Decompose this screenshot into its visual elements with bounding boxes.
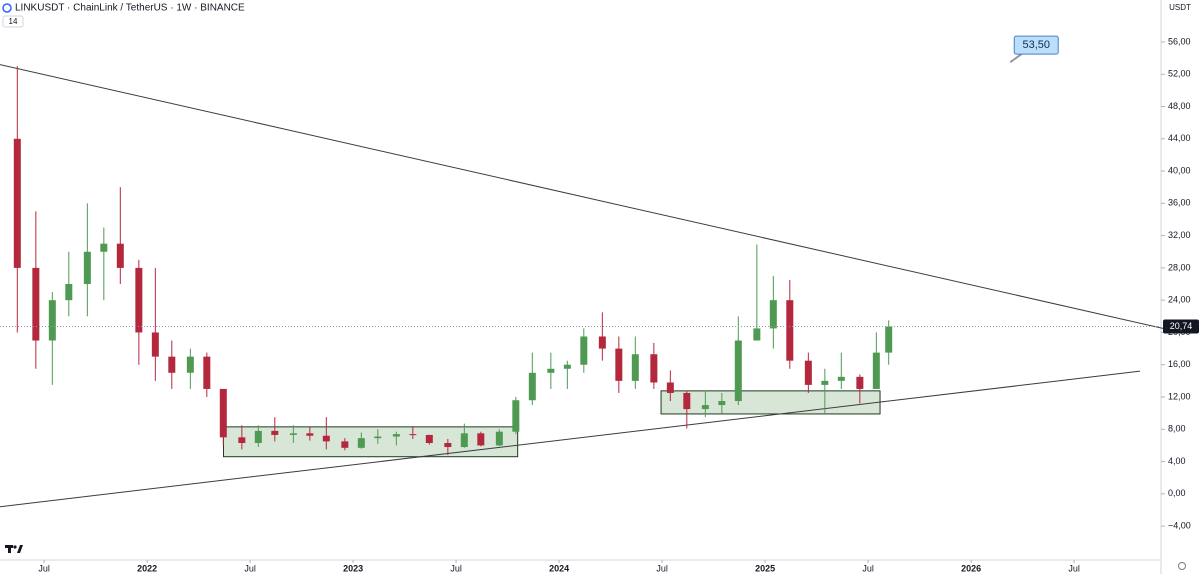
chart-title: LINKUSDT · ChainLink / TetherUS · 1W · B… [15, 3, 245, 14]
range-box [223, 426, 519, 458]
y-tick-label: 52,00 [1168, 69, 1191, 79]
y-tick-label: 48,00 [1168, 101, 1191, 111]
y-tick-label: 12,00 [1168, 391, 1191, 401]
x-tick-label: 2025 [755, 563, 775, 573]
candle-body [186, 356, 194, 373]
x-tick-label: Jul [656, 563, 668, 573]
y-tick-label: 8,00 [1168, 424, 1186, 434]
candle-body [341, 441, 349, 448]
candle-body [357, 438, 365, 448]
candle-body [116, 243, 124, 268]
candle-body [460, 433, 468, 448]
y-tick-label: 16,00 [1168, 359, 1191, 369]
x-tick-label: 2026 [961, 563, 981, 573]
candle-body [495, 431, 503, 446]
y-tick-label: −4,00 [1168, 520, 1191, 530]
candle-body [168, 356, 176, 373]
candle-body [885, 326, 893, 353]
y-tick-label: 40,00 [1168, 165, 1191, 175]
candle-body [631, 354, 639, 381]
candle-body [856, 376, 864, 389]
candle-body [512, 400, 520, 432]
x-tick-label: 2022 [137, 563, 157, 573]
candle-body [837, 376, 845, 381]
tv-logo [5, 545, 23, 553]
settings-icon[interactable] [1178, 562, 1186, 570]
candle-body [804, 360, 812, 385]
candle-body [425, 434, 433, 443]
currency-label: USDT [1169, 3, 1191, 12]
candle-body [753, 328, 761, 341]
candle-body [409, 434, 417, 436]
candle-body [718, 401, 726, 406]
x-tick-label: Jul [862, 563, 874, 573]
candle-body [683, 392, 691, 410]
candle-body [322, 435, 330, 442]
last-price-label: 20,74 [1170, 321, 1193, 331]
y-tick-label: 32,00 [1168, 230, 1191, 240]
candle-body [650, 354, 658, 383]
candle-body [392, 434, 400, 437]
y-tick-label: 24,00 [1168, 295, 1191, 305]
candle-body [13, 138, 21, 268]
x-tick-label: Jul [244, 563, 256, 573]
x-tick-label: Jul [1068, 563, 1080, 573]
candle-body [65, 284, 73, 301]
callout-label: 53,50 [1022, 39, 1050, 51]
trendline [0, 64, 1171, 331]
indicator-label: 14 [9, 17, 18, 26]
candle-body [238, 437, 246, 443]
candle-body [666, 382, 674, 393]
indicator-box[interactable] [2, 15, 24, 28]
candle-body [734, 340, 742, 402]
y-tick-label: 28,00 [1168, 262, 1191, 272]
candle-body [203, 356, 211, 389]
candle-body [580, 336, 588, 365]
range-box [660, 390, 881, 415]
candle-body [872, 352, 880, 389]
y-tick-label: 4,00 [1168, 456, 1186, 466]
x-tick-label: Jul [450, 563, 462, 573]
candle-body [769, 300, 777, 329]
candle-body [271, 430, 279, 435]
candle-body [306, 433, 314, 436]
candle-body [135, 267, 143, 333]
candle-body [444, 442, 452, 448]
candle-body [477, 433, 485, 446]
candle-body [563, 364, 571, 369]
candle-body [254, 430, 262, 443]
candle-body [151, 332, 159, 357]
trendline [0, 370, 1141, 508]
candle-body [701, 405, 709, 410]
candle-body [219, 388, 227, 438]
candle-body [83, 251, 91, 285]
x-tick-label: 2023 [343, 563, 363, 573]
candle-body [48, 300, 56, 341]
candle-body [32, 267, 40, 341]
x-tick-label: Jul [38, 563, 50, 573]
candle-body [786, 300, 794, 361]
candle-body [821, 380, 829, 385]
y-tick-label: 44,00 [1168, 133, 1191, 143]
y-tick-label: 56,00 [1168, 36, 1191, 46]
last-price-tag [1163, 319, 1199, 334]
candle-body [598, 336, 606, 349]
candle-body [528, 372, 536, 401]
candle-body [100, 243, 108, 252]
y-tick-label: 36,00 [1168, 198, 1191, 208]
symbol-icon [2, 3, 12, 13]
candle-body [547, 368, 555, 373]
callout-box [1013, 35, 1059, 55]
candle-body [289, 433, 297, 435]
candle-body [615, 348, 623, 381]
y-tick-label: 0,00 [1168, 488, 1186, 498]
x-tick-label: 2024 [549, 563, 569, 573]
candle-body [374, 436, 382, 439]
